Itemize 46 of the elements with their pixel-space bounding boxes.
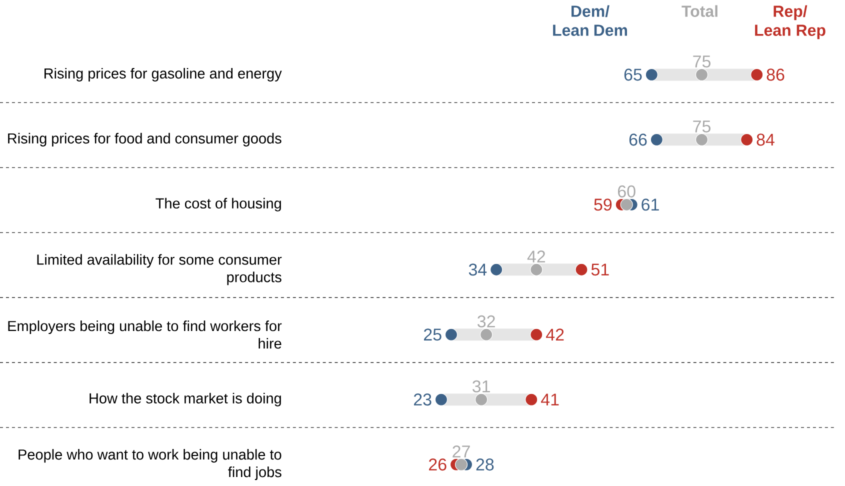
point xyxy=(645,68,658,82)
point xyxy=(740,133,754,146)
data-label: 32 xyxy=(478,315,495,328)
text: Dem/ Lean Dem xyxy=(553,5,627,36)
y-tick-label: The cost of housing xyxy=(156,198,281,212)
data-label: 66 xyxy=(629,134,647,146)
data-label: 42 xyxy=(527,250,546,262)
data-label: 26 xyxy=(429,458,446,471)
point xyxy=(530,328,543,341)
data-label: 86 xyxy=(766,68,784,81)
data-label: 34 xyxy=(468,264,487,276)
data-label: 42 xyxy=(546,328,564,341)
data-label: 61 xyxy=(642,198,659,211)
data-label: 27 xyxy=(452,445,470,458)
point xyxy=(650,133,663,146)
y-tick-label: Rising prices for gasoline and energy xyxy=(44,68,282,82)
data-label: 51 xyxy=(591,264,609,276)
data-label: 25 xyxy=(424,328,442,341)
data-label: 28 xyxy=(476,458,494,471)
data-label: 59 xyxy=(594,198,612,211)
point xyxy=(434,393,448,406)
point xyxy=(525,393,538,406)
data-label: 60 xyxy=(618,185,636,198)
point xyxy=(695,133,708,146)
data-label: 75 xyxy=(693,120,710,132)
point xyxy=(575,263,588,276)
point xyxy=(530,263,543,276)
y-tick-label: Limited availability for some consumer products xyxy=(37,254,282,286)
data-label: 31 xyxy=(472,380,490,392)
point xyxy=(490,263,503,276)
point xyxy=(750,68,764,82)
point xyxy=(695,68,708,82)
data-label: 41 xyxy=(541,394,559,406)
text: Total xyxy=(682,5,718,17)
y-tick-label: People who want to work being unable to find jobs xyxy=(18,449,282,480)
point xyxy=(480,328,493,341)
data-label: 65 xyxy=(624,68,642,81)
series-label: Rep/ Lean Rep xyxy=(755,5,826,40)
point xyxy=(475,393,488,406)
point xyxy=(444,328,458,341)
y-tick-label: How the stock market is doing xyxy=(90,392,281,406)
data-label: 23 xyxy=(414,394,432,406)
data-label: 75 xyxy=(693,56,710,68)
y-tick-label: Rising prices for food and consumer goods xyxy=(8,132,282,146)
data-label: 84 xyxy=(756,134,774,146)
y-tick-label: Employers being unable to find workers for hire xyxy=(8,320,282,349)
